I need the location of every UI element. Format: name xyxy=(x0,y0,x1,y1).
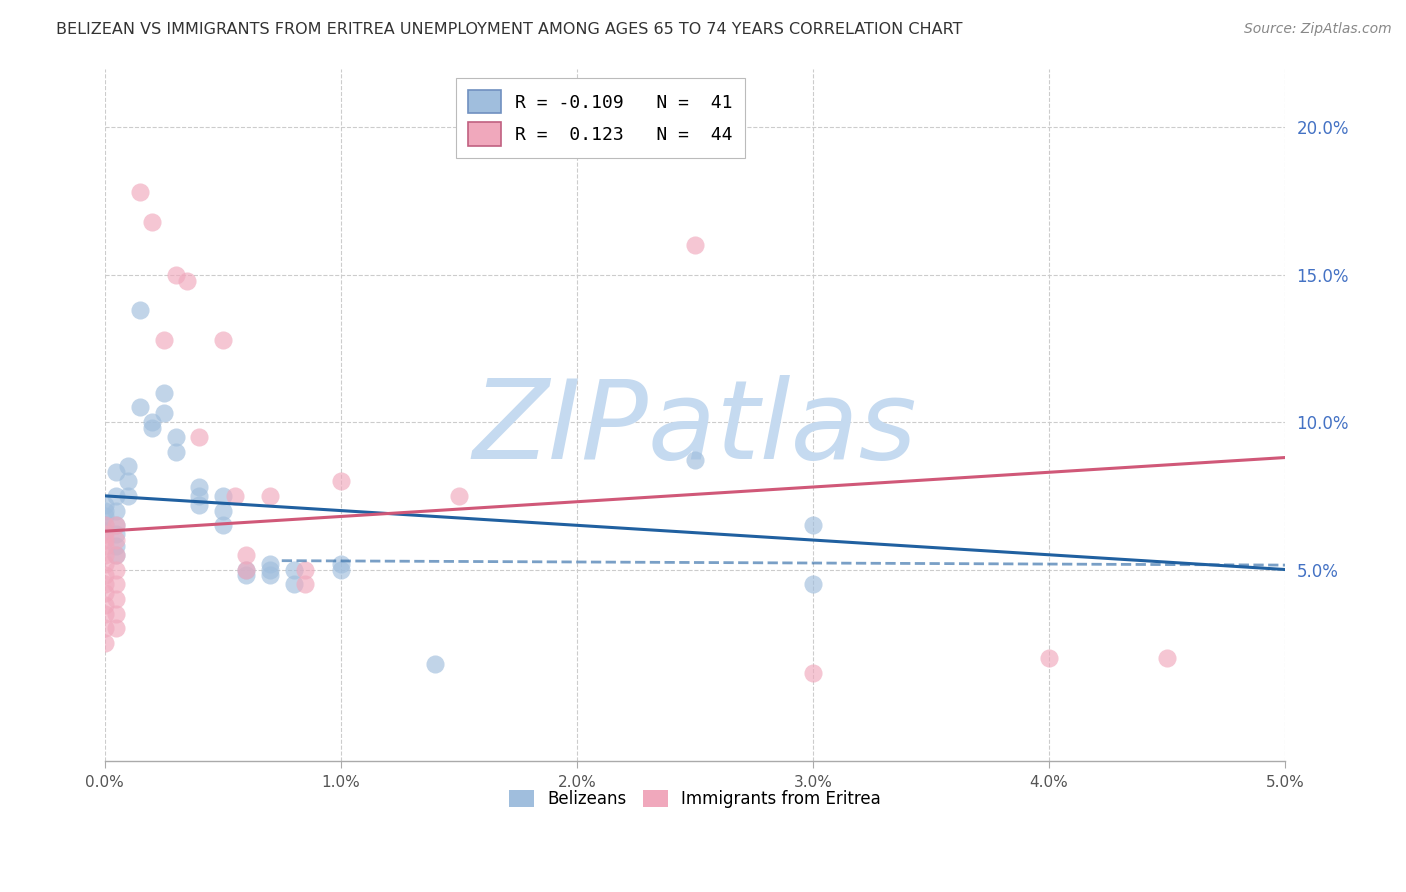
Point xyxy=(105,548,128,562)
Point xyxy=(683,238,706,252)
Point xyxy=(801,577,824,591)
Point xyxy=(141,215,163,229)
Point xyxy=(93,503,115,517)
Point xyxy=(329,557,352,571)
Point xyxy=(294,562,316,576)
Point xyxy=(425,657,447,671)
Point xyxy=(93,636,115,650)
Point xyxy=(117,489,139,503)
Point xyxy=(129,303,152,318)
Point xyxy=(211,489,233,503)
Point xyxy=(152,333,174,347)
Point xyxy=(93,598,115,612)
Point xyxy=(211,518,233,533)
Point xyxy=(283,577,305,591)
Point xyxy=(93,524,115,539)
Point xyxy=(188,430,211,444)
Point xyxy=(105,503,128,517)
Point xyxy=(211,503,233,517)
Point xyxy=(105,489,128,503)
Point xyxy=(188,480,211,494)
Point xyxy=(129,401,152,415)
Point xyxy=(117,474,139,488)
Point xyxy=(235,548,257,562)
Point xyxy=(93,498,115,512)
Point xyxy=(1038,651,1060,665)
Point xyxy=(93,622,115,636)
Point xyxy=(105,527,128,541)
Point xyxy=(105,518,128,533)
Point xyxy=(1156,651,1178,665)
Text: ZIPatlas: ZIPatlas xyxy=(472,376,917,483)
Point xyxy=(105,465,128,479)
Point xyxy=(105,592,128,607)
Point xyxy=(93,518,115,533)
Point xyxy=(93,548,115,562)
Point xyxy=(105,518,128,533)
Point xyxy=(235,568,257,582)
Point xyxy=(329,474,352,488)
Point xyxy=(93,518,115,533)
Point xyxy=(93,533,115,547)
Point xyxy=(93,607,115,621)
Point xyxy=(93,577,115,591)
Point xyxy=(211,333,233,347)
Point xyxy=(105,539,128,553)
Point xyxy=(152,385,174,400)
Point xyxy=(224,489,246,503)
Point xyxy=(93,527,115,541)
Point xyxy=(105,607,128,621)
Point xyxy=(188,489,211,503)
Point xyxy=(152,406,174,420)
Point xyxy=(801,518,824,533)
Point xyxy=(129,186,152,200)
Point xyxy=(259,568,281,582)
Point xyxy=(259,562,281,576)
Point xyxy=(235,562,257,576)
Point xyxy=(105,577,128,591)
Point xyxy=(141,421,163,435)
Point xyxy=(165,268,187,282)
Legend: Belizeans, Immigrants from Eritrea: Belizeans, Immigrants from Eritrea xyxy=(502,783,887,815)
Point xyxy=(259,489,281,503)
Point xyxy=(93,586,115,600)
Point xyxy=(93,509,115,524)
Point xyxy=(117,459,139,474)
Text: BELIZEAN VS IMMIGRANTS FROM ERITREA UNEMPLOYMENT AMONG AGES 65 TO 74 YEARS CORRE: BELIZEAN VS IMMIGRANTS FROM ERITREA UNEM… xyxy=(56,22,963,37)
Point xyxy=(801,665,824,680)
Point xyxy=(105,533,128,547)
Point xyxy=(105,548,128,562)
Point xyxy=(93,568,115,582)
Point xyxy=(283,562,305,576)
Point xyxy=(165,430,187,444)
Point xyxy=(105,562,128,576)
Text: Source: ZipAtlas.com: Source: ZipAtlas.com xyxy=(1244,22,1392,37)
Point xyxy=(93,539,115,553)
Point xyxy=(294,577,316,591)
Point xyxy=(683,453,706,467)
Point xyxy=(447,489,470,503)
Point xyxy=(165,444,187,458)
Point xyxy=(188,498,211,512)
Point xyxy=(141,415,163,429)
Point xyxy=(329,562,352,576)
Point xyxy=(93,557,115,571)
Point xyxy=(235,562,257,576)
Point xyxy=(176,274,198,288)
Point xyxy=(259,557,281,571)
Point xyxy=(105,622,128,636)
